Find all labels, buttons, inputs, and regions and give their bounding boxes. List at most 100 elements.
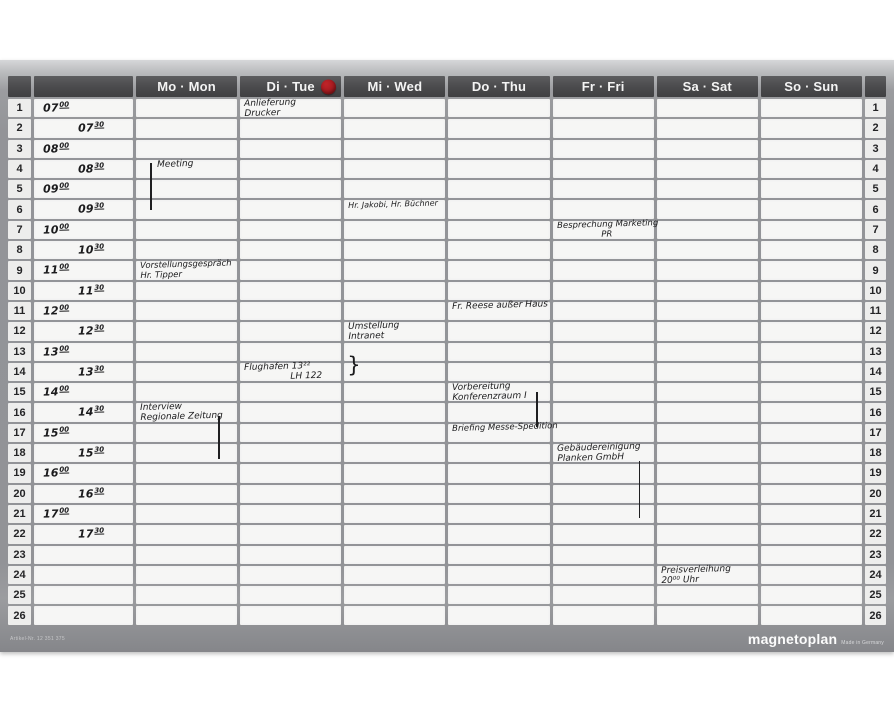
- handwritten-entry: Meeting: [156, 158, 194, 171]
- entry-line: Planken GmbH: [556, 451, 624, 464]
- entry-line: Meeting: [156, 158, 194, 170]
- day-cell: [240, 484, 342, 503]
- day-cell: [448, 241, 550, 260]
- handwritten-time: 1200: [43, 304, 69, 318]
- time-hour: 13: [78, 365, 94, 379]
- day-cell: [136, 281, 238, 300]
- day-cell: [760, 525, 862, 544]
- handwritten-time: 1530: [78, 446, 104, 460]
- day-header-4: Fr · Fri: [552, 76, 654, 97]
- day-cell: [344, 261, 446, 280]
- day-cell: [760, 504, 862, 524]
- handwritten-time: 1000: [43, 222, 69, 236]
- time-cell: 1300: [34, 342, 133, 361]
- day-cell: [656, 119, 758, 138]
- time-hour: 14: [78, 405, 94, 420]
- time-cell: 0700: [34, 99, 133, 118]
- time-minutes: 00: [59, 141, 70, 150]
- day-cell: [760, 423, 862, 443]
- day-cell: [448, 159, 550, 179]
- row-number-left: 10: [8, 281, 31, 300]
- day-cell: [552, 200, 654, 219]
- day-cell: [240, 423, 342, 443]
- day-cell: [344, 484, 446, 503]
- day-cell: [240, 565, 342, 585]
- day-cell: [136, 586, 238, 605]
- handwritten-time: 0900: [43, 182, 69, 196]
- time-minutes: 30: [94, 202, 105, 211]
- row-number-right: 18: [865, 444, 886, 463]
- time-minutes: 30: [94, 404, 105, 414]
- day-cell: [240, 301, 342, 321]
- day-cell: [552, 484, 654, 503]
- day-cell: [656, 99, 758, 118]
- day-header-label: Mi · Wed: [367, 79, 423, 94]
- day-cell: [760, 484, 862, 503]
- day-cell: [344, 139, 446, 158]
- day-cell: [448, 464, 550, 483]
- handwritten-time: 1600: [43, 466, 69, 480]
- handwritten-entry: Vorstellungsgespräch Hr. Tipper: [140, 259, 232, 282]
- entry-line: Drucker: [244, 107, 281, 119]
- day-cell: Preisverleihung 20⁰⁰ Uhr: [656, 564, 758, 585]
- row-number-left: 25: [8, 586, 31, 605]
- row-number-left: 18: [8, 444, 31, 463]
- day-cell: [552, 586, 654, 605]
- time-minutes: 00: [59, 222, 70, 231]
- day-cell: [656, 403, 758, 422]
- day-cell: [448, 261, 550, 280]
- handwritten-time: 0800: [43, 141, 69, 155]
- day-cell: [760, 220, 862, 240]
- day-cell: [136, 322, 238, 341]
- time-cell: 0730: [34, 119, 133, 138]
- day-cell: [552, 241, 654, 260]
- handwritten-time: 0830: [78, 161, 104, 175]
- time-cell: 1730: [34, 525, 133, 544]
- day-cell: [760, 322, 862, 341]
- day-cell: [344, 565, 446, 585]
- day-cell: [760, 444, 862, 463]
- day-header-2: Mi · Wed: [344, 76, 446, 97]
- time-minutes: 00: [59, 262, 70, 272]
- row-number-right: 6: [865, 200, 886, 219]
- handwritten-entry: Besprechung Marketing PR: [557, 218, 659, 241]
- day-cell: [552, 383, 654, 402]
- day-cell: [448, 565, 550, 585]
- day-cell: [136, 362, 238, 382]
- row-number-left: 9: [8, 261, 31, 280]
- row-number-right: 17: [865, 423, 886, 443]
- time-cell: 1630: [34, 484, 133, 503]
- row-number-right: 11: [865, 301, 886, 321]
- day-cell: [344, 342, 446, 361]
- time-cell: 1100: [34, 261, 133, 280]
- day-cell: [656, 281, 758, 300]
- entry-line: Fr. Reese außer Haus: [452, 299, 549, 312]
- day-cell: [136, 301, 238, 321]
- handwritten-entry: Umstellung Intranet: [348, 321, 400, 342]
- day-cell: [760, 159, 862, 179]
- day-header-label: Mo · Mon: [157, 79, 216, 94]
- time-hour: 16: [43, 466, 59, 480]
- row-number-left: 20: [8, 484, 31, 503]
- day-cell: [552, 342, 654, 361]
- day-cell: [552, 545, 654, 564]
- time-minutes: 00: [59, 303, 70, 312]
- day-cell: [344, 606, 446, 625]
- day-cell: [240, 119, 342, 138]
- day-cell: [656, 139, 758, 158]
- day-cell: [760, 403, 862, 422]
- time-minutes: 00: [59, 100, 70, 109]
- day-cell: [552, 139, 654, 158]
- row-number-left: 14: [8, 362, 31, 382]
- red-magnet[interactable]: [321, 79, 337, 94]
- board-footer: Artikel-Nr. 12 351 375 magnetoplan Made i…: [0, 626, 894, 652]
- weekly-planner-board: Mo · Mon Di · Tue Mi · Wed Do · Thu Fr · Fri…: [0, 60, 894, 652]
- day-cell: [344, 301, 446, 321]
- day-cell: [448, 200, 550, 219]
- day-cell: [760, 261, 862, 280]
- time-cell: 1700: [34, 504, 133, 524]
- day-cell: [240, 586, 342, 605]
- time-cell: 1030: [34, 241, 133, 260]
- handwritten-time: 0700: [43, 101, 69, 115]
- time-minutes: 30: [94, 283, 105, 292]
